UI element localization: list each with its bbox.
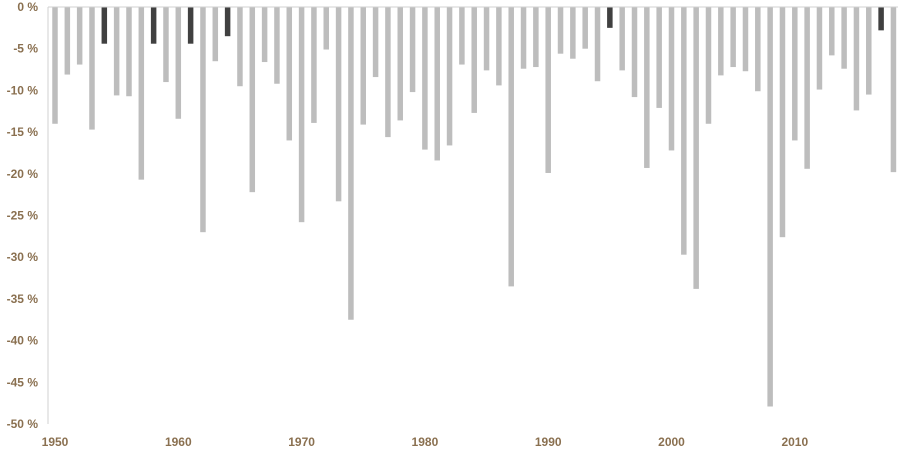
bar-1983 [459,7,465,65]
y-tick-label: -20 % [7,167,39,181]
bar-1999 [656,7,662,108]
bar-2014 [841,7,847,69]
bar-2018 [890,7,897,173]
y-tick-label: -40 % [7,334,39,348]
bar-1959 [163,7,169,83]
bar-1967 [261,7,268,63]
bar-1987 [508,7,514,287]
bar-1998 [644,7,650,168]
bar-1975 [360,7,366,125]
bar-1955 [113,7,120,96]
bar-1950 [52,7,58,124]
x-tick-label: 1950 [42,435,69,449]
y-tick-label: -50 % [7,417,39,431]
bar-1960 [175,7,182,119]
bar-2009 [779,7,786,238]
x-tick-label: 2010 [781,435,808,449]
bar-1976 [372,7,379,78]
bar-group [52,7,897,407]
bar-2011 [804,7,810,169]
bar-1968 [274,7,280,84]
bar-2015 [853,7,860,111]
bar-2003 [705,7,712,124]
bar-1958 [150,7,157,44]
bar-2013 [829,7,835,56]
bar-1954 [101,7,108,44]
bar-1951 [64,7,71,75]
y-tick-label: 0 % [17,0,38,14]
bar-2012 [816,7,823,90]
bar-2007 [755,7,761,92]
bar-1996 [619,7,625,71]
bar-1962 [200,7,206,233]
bar-1990 [545,7,551,173]
bar-1980 [422,7,428,150]
bar-1952 [76,7,83,65]
bar-1982 [446,7,453,146]
y-tick-label: -15 % [7,125,39,139]
bar-1995 [607,7,613,28]
bar-1957 [138,7,145,180]
bar-1972 [323,7,330,50]
bar-1991 [557,7,564,54]
bar-1977 [385,7,391,138]
bar-1966 [249,7,256,193]
bar-1965 [237,7,243,87]
bar-1984 [471,7,477,113]
x-tick-label: 1970 [288,435,315,449]
bar-1989 [533,7,539,68]
x-tick-label: 2000 [658,435,685,449]
y-tick-label: -10 % [7,83,39,97]
bar-2006 [742,7,749,72]
bar-1992 [570,7,576,59]
bar-1970 [298,7,305,223]
bar-2000 [668,7,675,151]
bar-1993 [582,7,588,49]
bar-1979 [409,7,416,93]
bar-1974 [348,7,354,320]
y-tick-label: -30 % [7,250,39,264]
bar-1971 [311,7,317,123]
bar-2001 [681,7,687,255]
x-tick-label: 1960 [165,435,192,449]
y-tick-label: -5 % [13,42,38,56]
bar-1969 [286,7,293,141]
y-tick-label: -45 % [7,375,39,389]
bar-2016 [866,7,872,95]
bar-1981 [434,7,440,161]
bar-2017 [878,7,884,31]
bar-2008 [767,7,773,407]
bar-1964 [224,7,231,37]
x-tick-label: 1990 [535,435,562,449]
x-tick-labels: 1950 1960 1970 1980 1990 2000 2010 [42,435,809,449]
bar-2004 [718,7,724,76]
y-tick-label: -25 % [7,209,39,223]
bar-1994 [594,7,601,82]
bar-1986 [496,7,502,86]
bar-1978 [397,7,403,121]
bar-1953 [89,7,95,130]
bar-1956 [126,7,132,97]
bar-1988 [520,7,527,69]
bar-1963 [212,7,219,62]
bar-2002 [693,7,699,289]
bar-1997 [631,7,638,98]
bar-1973 [335,7,342,202]
y-tick-label: -35 % [7,292,39,306]
bar-1985 [483,7,490,71]
y-tick-labels: 0 % -5 % -10 % -15 % -20 % -25 % -30 % -35 % -40… [7,0,39,431]
x-tick-label: 1980 [412,435,439,449]
bar-2005 [730,7,736,68]
bar-1961 [187,7,194,44]
bar-2010 [792,7,798,141]
